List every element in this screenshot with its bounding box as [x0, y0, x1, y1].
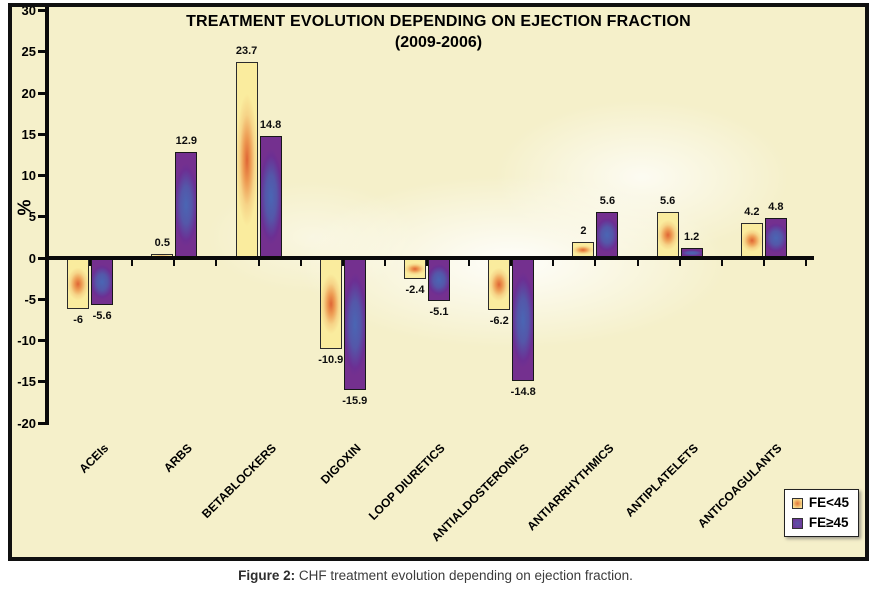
- y-tick-mark: [38, 9, 47, 12]
- bar-value-label: 23.7: [235, 45, 258, 58]
- y-tick-mark: [38, 339, 47, 342]
- bar-fe-ge-45: [343, 259, 366, 391]
- y-tick-mark: [38, 421, 47, 425]
- x-tick-mark: [257, 260, 260, 266]
- x-tick-mark: [805, 260, 807, 266]
- bar-fe-lt-45: [67, 259, 90, 309]
- y-tick-label: 30: [21, 3, 36, 18]
- legend-item: FE≥45: [791, 515, 849, 530]
- bar-fe-ge-45: [91, 259, 114, 306]
- category-label: ANTIALDOSTERONICS: [428, 441, 533, 545]
- x-tick-mark: [426, 260, 428, 266]
- x-tick-mark: [341, 260, 344, 266]
- bar-value-label: -6.2: [489, 315, 509, 328]
- bar-fe-ge-45: [764, 218, 787, 258]
- chart-subtitle: (2009-2006): [394, 34, 483, 51]
- x-axis-line: [45, 256, 814, 260]
- y-tick-mark: [38, 380, 47, 384]
- bar-value-label: 5.6: [599, 194, 616, 207]
- x-tick-mark: [383, 260, 386, 266]
- y-tick-label: 10: [21, 168, 36, 183]
- y-tick-label: 20: [21, 85, 36, 101]
- x-tick-mark: [299, 260, 302, 266]
- bar-value-label: 5.6: [660, 194, 676, 207]
- category-label: DIGOXIN: [317, 441, 364, 487]
- y-axis-line: [45, 7, 49, 425]
- x-tick-mark: [594, 260, 597, 266]
- category-label: ANTIARRHYTHMICS: [523, 441, 617, 534]
- y-tick-label: 25: [21, 44, 36, 60]
- y-tick-label: -15: [17, 374, 36, 390]
- figure-caption: Figure 2: CHF treatment evolution depend…: [0, 568, 871, 583]
- y-tick-mark: [38, 215, 47, 219]
- bar-value-label: 1.2: [684, 231, 700, 244]
- bar-value-label: -2.4: [405, 283, 425, 296]
- bar-fe-lt-45: [319, 259, 342, 349]
- bar-value-label: 2: [580, 224, 587, 237]
- x-tick-mark: [510, 260, 513, 266]
- y-tick-label: -5: [24, 291, 36, 307]
- x-tick-mark: [636, 260, 639, 266]
- category-label: ACEIs: [76, 441, 112, 476]
- x-tick-mark: [552, 260, 555, 266]
- bar-fe-ge-45: [259, 135, 282, 258]
- legend-label: FE<45: [808, 495, 849, 510]
- y-tick-label: -20: [17, 415, 36, 431]
- y-tick-mark: [38, 91, 47, 95]
- x-tick-mark: [173, 260, 176, 266]
- bar-value-label: -6: [73, 313, 83, 326]
- chart-title: TREATMENT EVOLUTION DEPENDING ON EJECTIO…: [186, 13, 691, 30]
- category-label: BETABLOCKERS: [199, 441, 280, 521]
- legend-swatch-icon: [791, 497, 803, 509]
- category-label: ANTIPLATELETS: [622, 441, 701, 520]
- bar-fe-lt-45: [740, 223, 763, 258]
- x-tick-mark: [89, 260, 92, 266]
- chart-frame: TREATMENT EVOLUTION DEPENDING ON EJECTIO…: [8, 3, 869, 561]
- y-tick-label: 5: [28, 209, 36, 225]
- bar-fe-lt-45: [404, 259, 426, 279]
- y-tick-label: 0: [28, 250, 36, 266]
- y-tick-mark: [38, 174, 47, 177]
- y-tick-mark: [38, 50, 47, 54]
- caption-label: Figure 2:: [238, 568, 296, 583]
- bar-value-label: 4.2: [744, 206, 760, 219]
- bar-value-label: -15.9: [342, 395, 368, 408]
- category-label: LOOP DIURETICS: [366, 441, 448, 523]
- y-tick-mark: [38, 132, 47, 136]
- y-tick-label: 15: [21, 126, 36, 142]
- category-label: ARBS: [161, 441, 196, 475]
- x-tick-mark: [468, 260, 471, 266]
- y-tick-mark: [38, 297, 47, 301]
- bar-fe-lt-45: [235, 62, 258, 258]
- caption-text: CHF treatment evolution depending on eje…: [295, 568, 633, 583]
- bar-value-label: -5.1: [429, 306, 449, 319]
- bar-fe-lt-45: [488, 259, 511, 311]
- bar-value-label: -14.8: [510, 386, 536, 399]
- bar-value-label: 0.5: [154, 236, 170, 249]
- category-label: ANTICOAGULANTS: [695, 441, 785, 531]
- bar-value-label: 14.8: [259, 118, 282, 131]
- legend-label: FE≥45: [808, 515, 849, 530]
- y-tick-mark: [38, 256, 47, 260]
- bar-value-label: 4.8: [768, 201, 784, 214]
- x-tick-mark: [678, 260, 681, 266]
- bar-value-label: -5.6: [92, 310, 112, 323]
- bar-value-label: -10.9: [318, 353, 344, 366]
- x-tick-mark: [131, 260, 134, 266]
- plot-area: 30 25 20 15 10 5 0 -5 -10 -15 -20 -6 -5.6 ACEIs 0.5 12.…: [12, 7, 865, 557]
- legend: FE<45 FE≥45: [783, 489, 859, 537]
- y-tick-label: -10: [17, 333, 36, 348]
- legend-item: FE<45: [791, 495, 849, 510]
- x-tick-mark: [215, 260, 218, 266]
- bar-value-label: 12.9: [175, 134, 198, 147]
- x-tick-mark: [720, 260, 723, 266]
- x-tick-mark: [762, 260, 765, 266]
- legend-swatch-icon: [791, 517, 803, 529]
